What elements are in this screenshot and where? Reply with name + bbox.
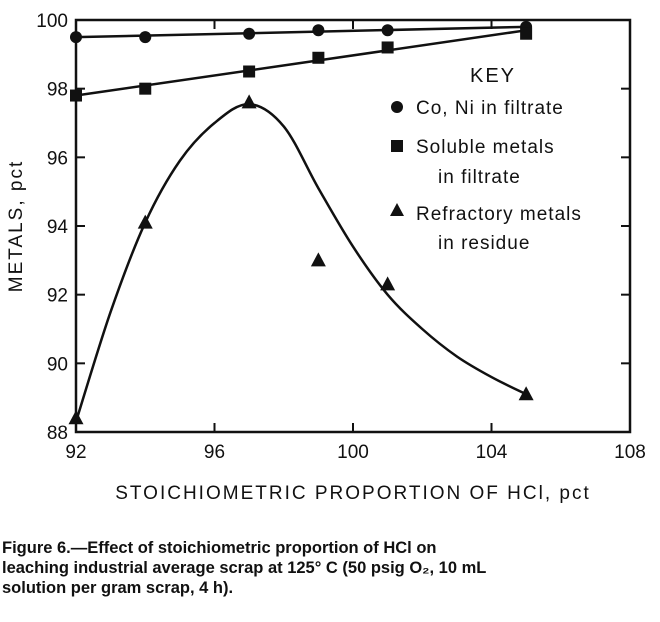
legend-triangle-marker (390, 203, 404, 216)
legend: KEY Co, Ni in filtrate Soluble metals in… (390, 65, 582, 254)
y-tick-label: 96 (47, 148, 68, 169)
y-tick-label: 88 (47, 423, 68, 444)
legend-label-co-ni: Co, Ni in filtrate (416, 98, 564, 119)
legend-square-marker (391, 140, 403, 152)
plot-frame (74, 18, 632, 434)
legend-label-soluble-1: Soluble metals (416, 137, 555, 158)
x-tick-label: 104 (476, 442, 508, 463)
caption-line-2: leaching industrial average scrap at 125… (2, 559, 487, 577)
triangle-point (380, 276, 396, 291)
y-tick-label: 90 (47, 354, 68, 375)
square-point (312, 51, 325, 64)
triangle-point (310, 252, 326, 267)
square-point (70, 89, 82, 102)
square-point (243, 65, 256, 78)
square-point (381, 41, 394, 54)
caption-line-3: solution per gram scrap, 4 h). (2, 579, 234, 597)
legend-label-soluble-2: in filtrate (438, 167, 521, 188)
circle-point (139, 31, 152, 44)
y-axis-title: METALS, pct (6, 160, 27, 293)
circle-point (381, 24, 394, 37)
square-point (520, 27, 533, 40)
y-tick-label: 98 (47, 80, 68, 101)
x-tick-label: 96 (204, 442, 225, 463)
series-0-fit-line (75, 25, 527, 39)
series-2-curve (74, 102, 527, 423)
legend-label-refractory-1: Refractory metals (416, 204, 582, 225)
y-tick-label: 92 (47, 286, 68, 307)
x-axis-title: STOICHIOMETRIC PROPORTION OF HCl, pct (115, 483, 591, 504)
legend-label-refractory-2: in residue (438, 233, 530, 254)
triangle-point (137, 214, 153, 229)
triangle-point (241, 94, 257, 109)
legend-circle-marker (391, 101, 403, 113)
x-tick-label: 100 (337, 442, 369, 463)
triangle-point (68, 410, 84, 425)
x-tick-label: 92 (65, 442, 86, 463)
caption-line-1: Figure 6.—Effect of stoichiometric propo… (2, 539, 437, 557)
data-markers (68, 20, 534, 425)
y-tick-label: 94 (47, 217, 69, 238)
axis-ticks: 88 90 92 94 96 98 100 92 96 100 104 108 (36, 11, 646, 463)
x-tick-label: 108 (614, 442, 646, 463)
circle-point (243, 27, 256, 40)
circle-point (70, 31, 82, 44)
legend-title: KEY (470, 65, 516, 87)
y-tick-label: 100 (36, 11, 68, 32)
circle-point (312, 24, 325, 37)
square-point (139, 82, 152, 95)
figure-caption: Figure 6.—Effect of stoichiometric propo… (2, 538, 658, 598)
triangle-point (518, 386, 534, 401)
